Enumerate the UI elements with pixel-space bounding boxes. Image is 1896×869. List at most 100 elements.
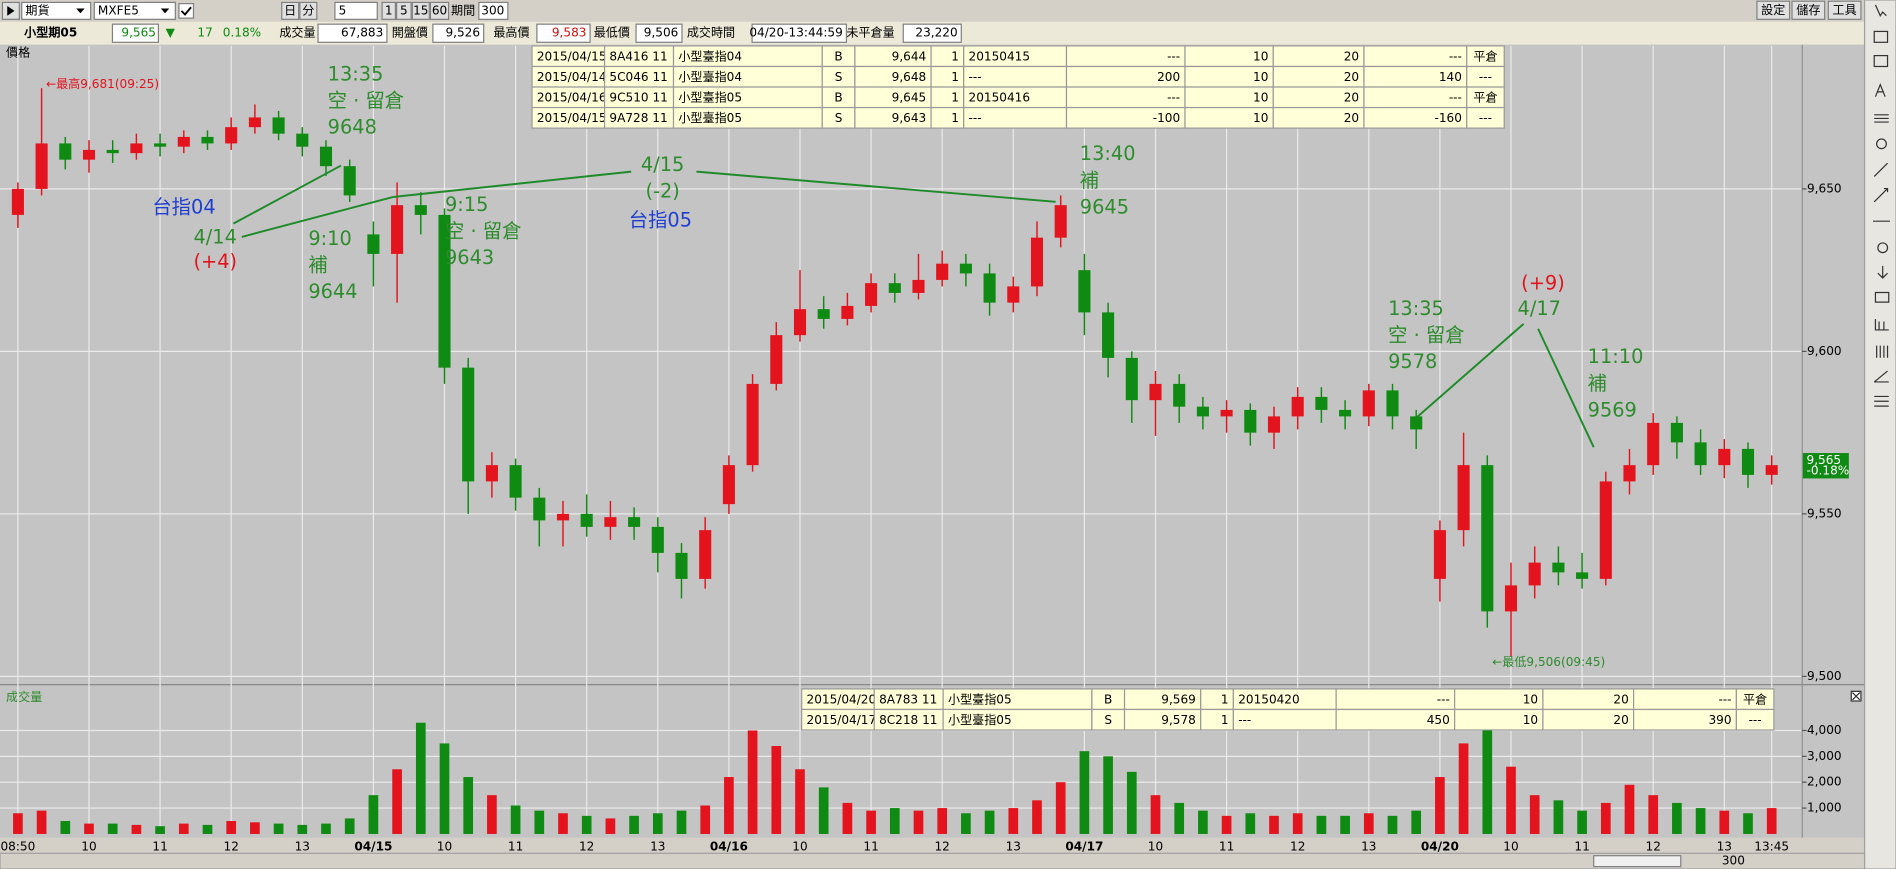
volume-bar [1316,815,1327,834]
candle-body [1244,409,1257,433]
candle-body [1599,481,1612,579]
quote-field-label: 成交時間 [687,25,735,40]
y-tick-label: 9,500 [1807,669,1842,683]
tool-icon[interactable] [1874,291,1890,303]
tool-icon[interactable] [1874,82,1886,97]
candle-body [59,143,72,160]
table-text: 20150416 [969,90,1030,104]
x-tick-label: 11 [1219,840,1234,854]
candle-body [82,149,96,160]
x-tick-label: 08:50 [0,840,35,854]
candle-body [1670,422,1683,443]
y-tick-label: 9,550 [1807,506,1842,520]
quote-field-box [432,23,485,43]
volume-bar [1174,802,1185,834]
tool-icon[interactable] [1874,395,1889,407]
quote-field-label: 未平倉量 [846,25,894,40]
preset-button[interactable] [381,1,397,20]
tool-icon[interactable] [1874,114,1889,123]
preset-button[interactable] [411,1,430,20]
y-tick-label: 4,000 [1807,723,1842,737]
candle-body [1362,390,1375,417]
preset-button[interactable] [396,1,412,20]
market-select[interactable] [21,1,92,20]
tool-icon[interactable] [1873,54,1889,68]
volume-bar [392,769,402,834]
table-text: 20 [1344,70,1359,84]
candle-body [580,513,593,527]
volume-bar [676,810,687,834]
quote-field-value: 67,883 [341,26,383,40]
candle-body [628,517,641,527]
table-text: --- [1479,70,1492,84]
annotation-text: 9:15 [445,193,488,216]
x-tick-label: 13 [1717,840,1732,854]
quote-field-value: 23,220 [915,26,957,40]
tool-icon[interactable] [1873,187,1889,203]
table-text: 1 [951,111,959,125]
candle-body [1007,286,1020,303]
minute-text: 分 [302,3,314,17]
volume-bar [1577,810,1587,834]
volume-bar [1695,808,1706,834]
table-text: --- [969,111,982,125]
table-text: --- [1238,713,1251,727]
checkbox[interactable] [178,3,195,19]
menu-button[interactable] [1791,0,1826,20]
volume-bar [961,813,971,834]
volume-bar [1126,771,1137,834]
menu-button[interactable] [1756,0,1791,20]
table-text: 10 [1523,713,1538,727]
volume-bar [1055,782,1066,834]
volume-bar [1363,813,1374,834]
candle-body [1457,465,1470,531]
table-text: 140 [1439,70,1462,84]
minute-button[interactable] [299,1,318,20]
x-tick-label: 12 [579,840,594,854]
interval-select[interactable] [334,1,378,20]
candle-body [462,367,475,482]
tool-icon[interactable] [1876,138,1887,150]
table-text: 小型臺指05 [948,691,1012,706]
tool-icon[interactable] [1873,370,1889,383]
period-input[interactable] [478,1,509,20]
candle-body [1741,448,1755,475]
tool-icon[interactable] [1873,30,1889,43]
tool-icon[interactable] [1874,4,1887,17]
volume-bar [771,745,782,834]
x-tick-label: 04/20 [1421,840,1459,854]
table-text: 9,643 [892,111,927,125]
table-text: 390 [1708,713,1731,727]
volume-bar [155,826,165,834]
menu-button[interactable] [1827,0,1862,20]
tool-icon[interactable] [1877,265,1888,279]
period-label: 期間 [451,3,475,17]
tool-icon[interactable] [1877,242,1889,254]
tool-icon[interactable] [1876,345,1889,358]
day-button[interactable] [281,1,300,20]
table-text: 小型臺指05 [948,712,1012,727]
volume-bar [937,808,948,834]
scrollbar[interactable] [0,852,1866,869]
candle-body [1647,422,1660,466]
tool-icon[interactable] [1873,162,1888,177]
table-text: --- [1718,692,1731,706]
y-tick-label: 1,000 [1807,801,1842,815]
preset-text: 1 [385,3,393,17]
candle-body [509,465,522,498]
annotation-line [232,164,342,225]
volume-bar [605,818,616,834]
table-text: --- [1449,90,1462,104]
annotation-text: 補 [308,253,327,276]
close-volume-icon[interactable] [1850,690,1862,702]
x-tick-label: 10 [81,840,96,854]
tool-icon[interactable] [1874,319,1889,331]
table-text: 200 [1157,70,1180,84]
candle-body [699,530,712,579]
scroll-thumb[interactable] [1593,855,1682,868]
symbol-select[interactable] [93,1,176,20]
candle-body [722,465,735,505]
candle-body [1552,562,1565,573]
volume-bar [889,808,900,834]
preset-button[interactable] [429,1,450,20]
